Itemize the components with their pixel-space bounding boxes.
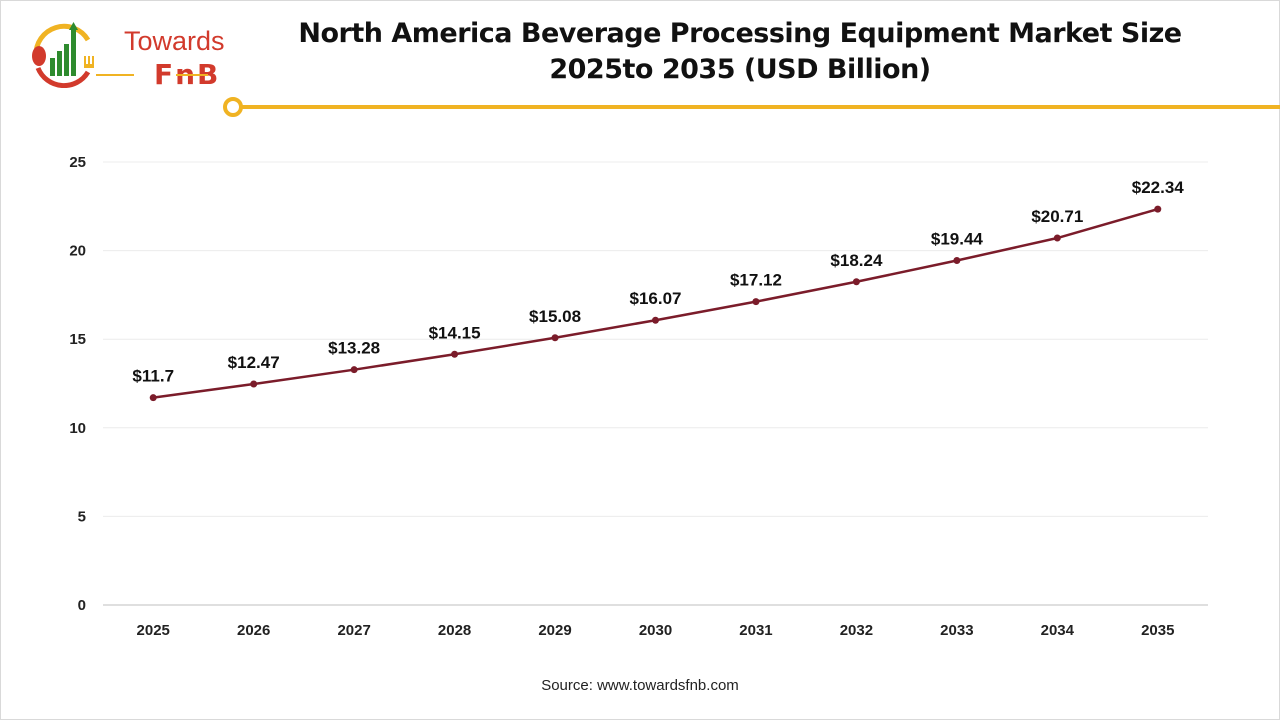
logo-icon [32,22,94,89]
x-tick-label: 2034 [1041,622,1075,639]
x-tick-label: 2035 [1141,622,1174,639]
data-point [451,350,459,358]
data-label: $17.12 [730,271,782,290]
x-tick-label: 2026 [237,622,270,639]
data-point [852,278,860,286]
logo: Towards FnB [26,18,225,91]
y-tick-label: 15 [69,331,86,348]
accent-circle [223,97,243,117]
logo-text: Towards [124,26,225,56]
data-point [350,366,358,374]
logo-divider-right [176,74,208,76]
title-line-2: 2025to 2035 (USD Billion) [549,54,931,85]
data-label: $15.08 [529,307,581,326]
x-tick-label: 2031 [739,622,772,639]
y-tick-label: 10 [69,420,86,437]
x-tick-label: 2032 [840,622,873,639]
data-point [250,380,258,388]
logo-divider-left [96,74,134,76]
data-point [149,394,157,402]
data-label: $13.28 [328,339,380,358]
y-tick-label: 20 [69,243,86,260]
data-point [953,257,961,265]
title-line-1: North America Beverage Processing Equipm… [298,18,1182,49]
data-label: $19.44 [931,230,984,249]
chart-title: North America Beverage Processing Equipm… [230,16,1250,88]
data-label: $22.34 [1132,178,1185,197]
data-label: $16.07 [630,289,682,308]
y-tick-label: 0 [78,597,86,614]
data-point [652,316,659,324]
data-label: $14.15 [429,323,481,342]
data-label: $12.47 [228,353,280,372]
data-point [1053,234,1061,242]
data-label: $11.7 [132,367,174,386]
data-point [1154,205,1162,213]
x-tick-label: 2030 [639,622,672,639]
x-tick-label: 2025 [137,622,170,639]
x-tick-label: 2029 [538,622,571,639]
x-tick-label: 2033 [940,622,973,639]
y-tick-label: 5 [78,508,86,525]
data-point [752,298,760,306]
data-label: $18.24 [830,251,883,270]
source-note: Source: www.towardsfnb.com [541,677,739,694]
x-tick-label: 2028 [438,622,471,639]
x-tick-label: 2027 [337,622,370,639]
y-tick-label: 25 [69,154,86,171]
data-label: $20.71 [1031,207,1083,226]
data-point [551,334,559,342]
